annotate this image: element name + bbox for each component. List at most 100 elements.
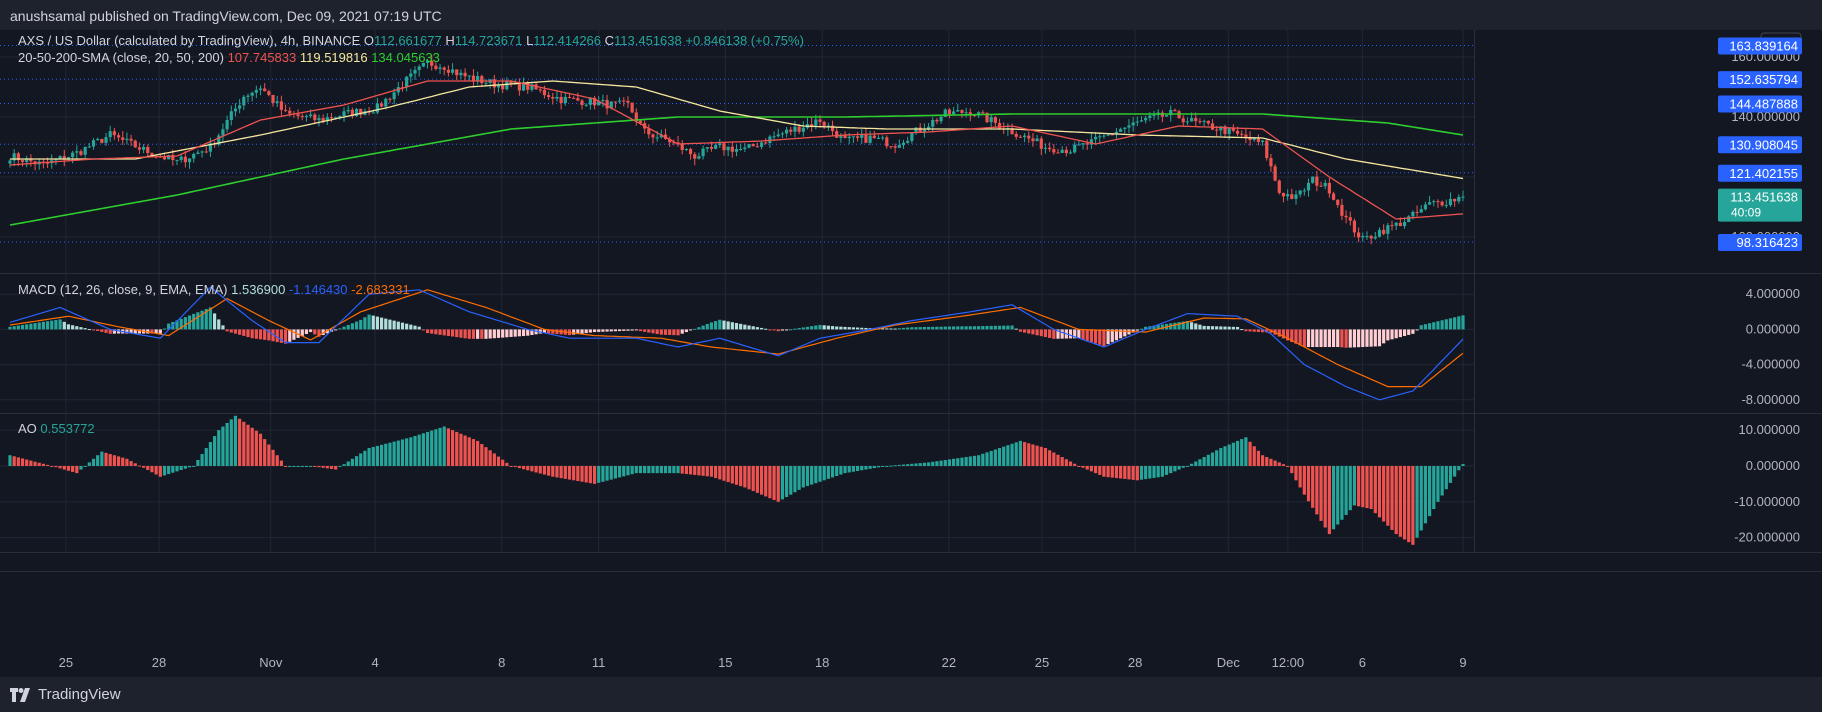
price-level-value: 130.908045: [1729, 137, 1798, 152]
ao-histogram-bar: [179, 465, 183, 471]
macd-histogram-bar: [843, 326, 847, 330]
ao-histogram-bar: [8, 455, 12, 466]
ao-histogram-bar: [400, 439, 405, 466]
macd-histogram-bar: [1394, 329, 1398, 339]
candle-body: [417, 66, 421, 70]
candle-body: [559, 96, 563, 104]
ao-histogram-bar: [1127, 465, 1131, 480]
candle-body: [1106, 134, 1110, 136]
chart-area[interactable]: 25 28 Nov 4 8 11 15 18 22 25 28 Dec 12:00 6 9 160.00000…: [0, 30, 1822, 677]
candle-body: [1027, 135, 1031, 139]
candle-body: [204, 151, 208, 153]
macd-histogram-bar: [367, 314, 371, 330]
ao-histogram-bar: [997, 448, 1002, 466]
macd-histogram-bar: [304, 329, 309, 334]
ao-histogram-bar: [1156, 465, 1160, 478]
tradingview-brand: TradingView: [38, 686, 121, 703]
macd-histogram-bar: [651, 329, 655, 334]
macd-histogram-bar: [1048, 329, 1052, 338]
ao-histogram-bar: [797, 465, 801, 490]
candle-body: [137, 147, 142, 150]
candle-body: [1344, 215, 1348, 218]
sma-legend: 20-50-200-SMA (close, 20, 50, 200) 107.7…: [18, 50, 440, 65]
macd-histogram-bar: [309, 329, 313, 333]
candle-body: [162, 156, 167, 160]
ao-histogram-bar: [1415, 465, 1419, 538]
candle-body: [801, 127, 805, 132]
candle-body: [116, 135, 121, 138]
ao-histogram-bar: [688, 465, 693, 475]
candle-body: [584, 104, 588, 106]
ao-histogram-bar: [584, 465, 588, 483]
ao-histogram-bar: [384, 443, 388, 466]
candle-body: [597, 101, 601, 106]
ao-histogram-bar: [187, 465, 192, 468]
x-tick-label: 8: [498, 655, 505, 670]
macd-histogram-bar: [509, 329, 513, 337]
ao-histogram-bar: [392, 441, 396, 466]
macd-histogram-bar: [1415, 329, 1419, 331]
ao-histogram-bar: [258, 433, 263, 466]
candle-body: [1453, 198, 1457, 202]
candle-body: [1419, 209, 1423, 213]
candle-body: [296, 114, 300, 117]
candle-body: [609, 101, 613, 109]
candle-body: [359, 108, 363, 115]
ao-histogram-bar: [1169, 465, 1173, 474]
macd-histogram-bar: [388, 319, 392, 330]
macd-histogram-bar: [1407, 329, 1411, 335]
ao-histogram-bar: [922, 462, 926, 466]
macd-histogram-bar: [492, 329, 496, 339]
macd-histogram-bar: [1336, 329, 1340, 348]
ao-histogram-bar: [342, 464, 346, 466]
candle-body: [1089, 139, 1093, 145]
macd-histogram-bar: [659, 329, 663, 335]
macd-histogram-bar: [1131, 329, 1135, 333]
ao-histogram-bar: [885, 465, 889, 467]
ao-histogram-bar: [785, 465, 789, 498]
macd-histogram-bar: [609, 329, 613, 332]
ao-histogram-bar: [158, 465, 162, 477]
macd-histogram-bar: [317, 329, 321, 337]
macd-histogram-bar: [684, 329, 688, 333]
macd-histogram-bar: [338, 328, 342, 330]
price-level-value: 163.839164: [1729, 38, 1798, 53]
ao-histogram-bar: [876, 465, 881, 468]
macd-histogram-bar: [346, 324, 350, 330]
candle-body: [897, 145, 901, 148]
ao-histogram-bar: [613, 465, 618, 479]
ao-histogram-bar: [567, 465, 572, 480]
macd-histogram-bar: [96, 329, 100, 331]
ao-histogram-bar: [1123, 465, 1127, 479]
ao-histogram-bar: [860, 465, 864, 471]
ao-histogram-bar: [622, 465, 626, 477]
ao-histogram-bar: [1423, 465, 1428, 524]
candle-body: [538, 89, 542, 91]
candle-body: [275, 101, 279, 103]
price-level-label: [1718, 234, 1802, 252]
ao-histogram-bar: [851, 465, 856, 472]
chart-canvas[interactable]: 25 28 Nov 4 8 11 15 18 22 25 28 Dec 12:00 6 9160.00000…: [0, 30, 1822, 677]
candle-body: [438, 67, 442, 69]
ao-histogram-bar: [371, 446, 375, 466]
ao-histogram-bar: [1340, 465, 1344, 520]
candle-body: [1336, 199, 1340, 205]
candle-body: [1244, 134, 1248, 138]
candle-body: [142, 146, 146, 150]
macd-histogram-bar: [300, 329, 304, 336]
ao-histogram-bar: [714, 465, 718, 479]
tradingview-logo[interactable]: TradingView: [10, 686, 121, 703]
macd-histogram-bar: [1227, 326, 1231, 330]
ao-histogram-bar: [872, 465, 876, 469]
candle-body: [592, 97, 597, 106]
ao-histogram-bar: [1394, 465, 1398, 535]
x-tick-label: 15: [718, 655, 732, 670]
macd-histogram-bar: [54, 319, 58, 330]
ao-histogram-bar: [167, 465, 171, 475]
ao-histogram-bar: [1139, 465, 1144, 480]
macd-histogram-bar: [238, 329, 242, 335]
candle-body: [1390, 225, 1394, 227]
candle-body: [1123, 127, 1127, 130]
candle-body: [626, 100, 630, 103]
ao-histogram-bar: [275, 455, 279, 466]
